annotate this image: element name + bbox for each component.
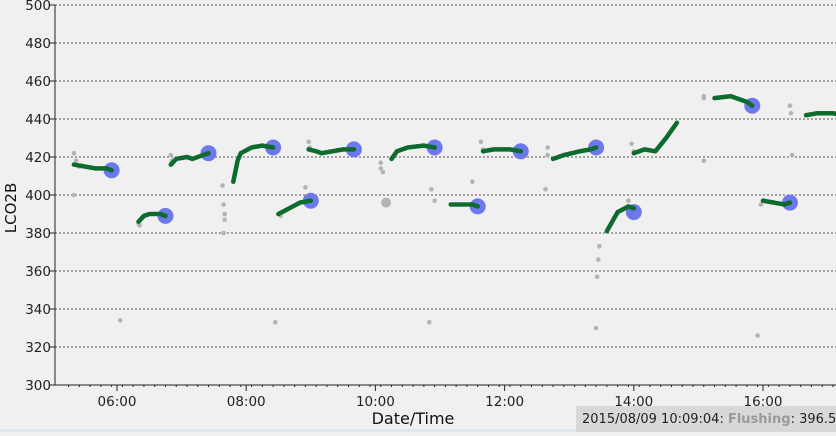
flushing-point [221,202,226,207]
flushing-point [426,320,432,325]
measured-series [71,93,836,234]
flushing-point [220,183,225,188]
flushing-point [629,141,634,146]
measured-point [833,111,836,117]
y-tick-label-420: 420 [25,150,51,166]
flushing-point [626,198,631,203]
x-tick-labels: 06:00 08:00 10:00 12:00 14:00 16:00 [98,394,783,410]
flushing-point [432,198,437,203]
flushing-point [478,139,484,145]
flushing-point [222,211,227,217]
y-tick-label-460: 460 [25,74,51,90]
flushing-point [303,185,308,190]
measured-point [674,120,680,126]
y-tick-label-440: 440 [25,112,51,128]
measured-point [518,149,524,154]
flushing-point [71,150,77,156]
y-tick-label-480: 480 [25,36,51,52]
measured-point [749,103,755,108]
measured-point [308,198,314,203]
measured-point [109,168,114,173]
bottom-edge [0,429,576,432]
flushing-point [168,152,174,158]
y-tick-labels: 300 320 340 360 380 400 420 440 460 480 500 [25,0,51,394]
flushing-point [470,179,475,184]
measured-point [593,145,599,150]
x-tick-label-12:00: 12:00 [485,394,524,410]
flushing-point [222,217,227,222]
flushing-point [306,139,311,145]
flushing-point [595,257,601,262]
y-tick-label-340: 340 [25,302,51,318]
flushing-point [117,318,123,323]
y-tick-label-300: 300 [25,378,51,394]
flushing-point [221,230,226,236]
status-state: Flushing [727,411,791,427]
measured-point [270,145,276,150]
measured-point [631,206,637,211]
flushing-point [137,223,142,228]
flushing-point [545,145,550,150]
flushing-point [701,158,707,164]
flushing-point [380,169,386,175]
flushing-point [788,111,794,116]
measured-point [163,213,168,219]
y-axis-label: LCO2B [2,183,20,233]
flushing-point [593,325,599,331]
y-tick-label-400: 400 [25,188,51,204]
flushing-point [73,158,79,164]
status-timestamp: 2015/08/09 10:09:04: [582,411,724,427]
y-tick-label-500: 500 [25,0,51,14]
flushing-point [597,244,602,249]
flushing-large-point [381,197,392,208]
status-value: 396.56 [799,411,836,427]
measured-point [206,150,211,156]
flushing-point [429,187,434,192]
flushing-point [787,103,793,108]
flushing-point [272,320,278,325]
x-axis-label: Date/Time [372,409,455,428]
flushing-point [701,95,707,101]
x-tick-label-08:00: 08:00 [227,394,266,410]
measured-point [351,147,357,152]
flushing-point [71,192,77,198]
measured-point [432,145,437,150]
flushing-point [758,202,764,207]
flushing-point [789,152,795,158]
y-tick-label-320: 320 [25,340,51,356]
measured-point [475,204,480,209]
flushing-point [378,166,384,171]
measured-point [787,200,793,205]
status-separator: : [790,411,795,427]
flushing-point [545,152,550,158]
flushing-point [594,274,600,280]
flushing-point [378,160,384,165]
status-readout: 2015/08/09 10:09:04: Flushing : 396.56 [576,406,836,432]
flushing-point [755,333,760,338]
y-tick-label-380: 380 [25,226,51,242]
x-tick-label-10:00: 10:00 [356,394,395,410]
flushing-point [543,187,548,192]
y-tick-label-360: 360 [25,264,51,280]
x-tick-label-06:00: 06:00 [98,394,137,410]
